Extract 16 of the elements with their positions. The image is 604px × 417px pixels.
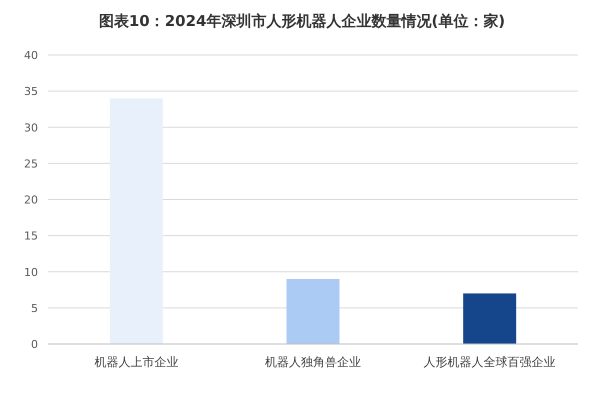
bar [463,293,516,344]
y-tick-label: 40 [24,49,38,62]
y-tick-label: 0 [31,338,38,351]
y-tick-label: 35 [24,85,38,98]
y-tick-label: 30 [24,121,38,134]
x-tick-label: 机器人上市企业 [94,355,178,369]
x-tick-label: 人形机器人全球百强企业 [424,355,556,369]
bar [110,98,163,344]
y-tick-label: 20 [24,194,38,206]
chart-title: 图表10：2024年深圳市人形机器人企业数量情况(单位：家) [98,12,506,30]
bar [286,278,340,344]
x-tick-label: 机器人独角兽企业 [265,355,361,369]
y-tick-label: 10 [24,266,38,279]
y-tick-label: 15 [24,230,38,243]
y-tick-label: 25 [24,157,38,170]
y-tick-label: 5 [31,302,38,315]
